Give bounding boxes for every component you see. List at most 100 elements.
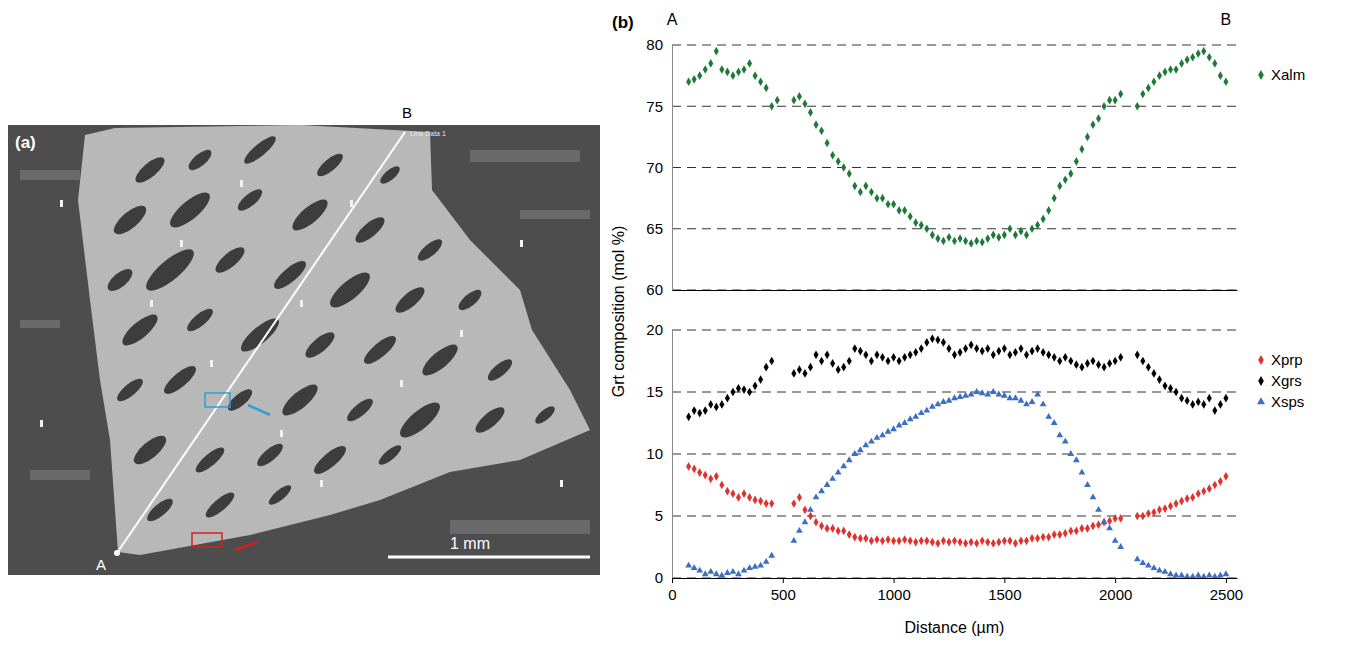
x-axis-line [673, 578, 1238, 579]
inclusion [104, 265, 136, 295]
x-tick-mark [894, 578, 895, 583]
grid-line [672, 167, 1237, 168]
data-point [1051, 419, 1058, 425]
points [686, 47, 1228, 248]
data-point [1046, 206, 1051, 215]
data-point [1102, 518, 1107, 527]
data-point [1117, 543, 1124, 549]
data-point [851, 450, 858, 456]
chart-svg: 1 mm(a)ABLine Data 16065707580XalmAB(b)0… [0, 0, 1350, 655]
scale-bar [388, 556, 590, 559]
data-point [886, 535, 891, 544]
x-axis-line [673, 290, 1238, 291]
data-point [841, 527, 846, 536]
grid-line [672, 290, 1237, 291]
data-point [1174, 388, 1179, 397]
data-point [1013, 539, 1018, 548]
data-point [1067, 450, 1074, 456]
data-point [807, 506, 814, 512]
data-point [841, 163, 846, 172]
x-tick-mark [1226, 578, 1227, 583]
background [0, 0, 1350, 655]
data-point [697, 409, 702, 418]
data-point [741, 489, 746, 498]
data-point [968, 391, 975, 397]
data-point [897, 536, 902, 545]
bright-grain [350, 200, 353, 207]
matrix-grain [30, 470, 90, 480]
data-point [996, 538, 1001, 547]
legend-label: Xalm [1271, 66, 1305, 83]
data-point [1174, 499, 1179, 508]
data-point [946, 233, 951, 242]
data-point [797, 92, 802, 101]
matrix-grain [520, 210, 590, 219]
inclusion [310, 442, 350, 478]
data-point [1007, 350, 1012, 359]
annotation: B [1221, 11, 1232, 28]
bright-grain [400, 380, 403, 387]
data-point [1084, 481, 1091, 487]
data-point [1024, 536, 1029, 545]
data-point [902, 206, 907, 215]
inclusion [360, 332, 400, 368]
bright-grain [520, 240, 523, 247]
data-point [1118, 90, 1123, 99]
data-point [940, 398, 947, 404]
data-point [813, 120, 818, 129]
data-point [930, 538, 935, 547]
x-tick-label: 500 [771, 586, 796, 603]
data-point [1102, 102, 1107, 111]
bright-grain [280, 430, 283, 437]
data-point [847, 530, 852, 539]
data-point [686, 77, 691, 86]
data-point [952, 350, 957, 359]
data-point [802, 99, 807, 108]
data-point [891, 200, 896, 209]
data-point [1112, 537, 1119, 543]
data-point [1168, 65, 1173, 74]
data-point [736, 384, 741, 393]
data-point [985, 344, 990, 353]
data-point [935, 336, 940, 345]
data-point [719, 400, 724, 409]
data-point [969, 239, 974, 248]
data-point [1041, 215, 1046, 224]
data-point [1184, 573, 1191, 578]
point-label: A [96, 556, 106, 573]
bright-grain [180, 240, 183, 247]
data-point [1079, 363, 1084, 372]
data-point [1095, 506, 1102, 512]
data-point [775, 96, 780, 105]
data-point [1062, 438, 1069, 444]
data-point [957, 393, 964, 399]
data-point [1212, 59, 1217, 68]
data-point [825, 139, 830, 148]
data-point [1040, 400, 1047, 406]
data-point [1135, 350, 1140, 359]
data-point [1212, 481, 1217, 490]
matrix [8, 125, 600, 575]
data-point [980, 536, 985, 545]
data-point [958, 234, 963, 243]
data-point [996, 347, 1001, 356]
data-point [874, 194, 879, 203]
y-tick-label: 15 [646, 383, 663, 400]
data-point [1140, 357, 1145, 366]
data-point [1196, 398, 1201, 407]
x-tick-label: 0 [668, 586, 676, 603]
data-point [897, 206, 902, 215]
data-point [836, 527, 841, 536]
data-point [1068, 527, 1073, 536]
grid-line [672, 392, 1237, 393]
data-point [1107, 517, 1112, 526]
data-point [836, 365, 841, 374]
data-point [1052, 530, 1057, 539]
data-point [1190, 493, 1195, 502]
data-point [692, 406, 697, 415]
inclusion [241, 133, 279, 168]
data-point [1035, 534, 1040, 543]
data-point [974, 344, 979, 353]
data-point [995, 391, 1002, 397]
data-point [703, 471, 708, 480]
